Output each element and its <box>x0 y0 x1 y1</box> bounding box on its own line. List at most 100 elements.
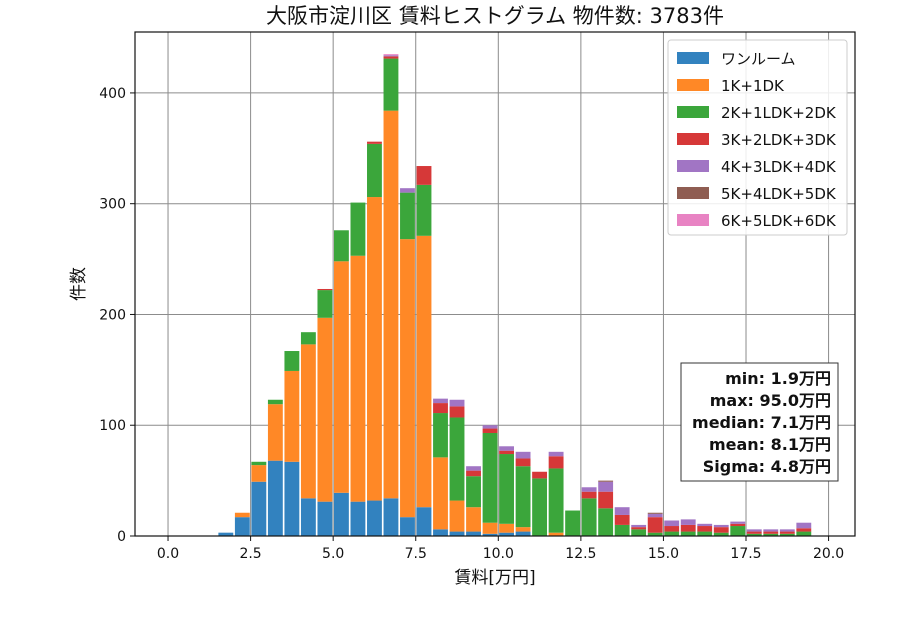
bar-segment <box>746 529 762 532</box>
legend-swatch <box>677 160 709 172</box>
bar-segment <box>449 500 465 532</box>
x-tick-label: 0.0 <box>157 546 179 562</box>
stats-line: mean: 8.1万円 <box>709 435 831 454</box>
bar-segment <box>400 517 415 536</box>
bar-segment <box>466 476 481 508</box>
bar-segment <box>482 522 498 534</box>
x-tick-label: 20.0 <box>813 546 844 562</box>
bar-segment <box>466 531 481 536</box>
bar-segment <box>796 528 812 532</box>
bar-segment <box>746 533 762 536</box>
legend-swatch <box>677 52 709 64</box>
x-tick-label: 12.5 <box>565 546 596 562</box>
stats-line: max: 95.0万円 <box>710 391 831 410</box>
bar-segment <box>631 529 647 536</box>
bar-segment <box>482 533 498 536</box>
stats-box: min: 1.9万円 max: 95.0万円 median: 7.1万円 mean: … <box>680 362 839 482</box>
legend-label: 3K+2LDK+3DK <box>721 131 837 149</box>
bar-segment <box>350 255 366 502</box>
legend-label: 6K+5LDK+6DK <box>721 212 837 230</box>
bar-segment <box>631 524 647 528</box>
bar-segment <box>433 398 448 404</box>
bar-segment <box>251 461 267 466</box>
x-tick-label: 5.0 <box>322 546 344 562</box>
bar-segment <box>300 498 316 536</box>
bar-segment <box>697 526 713 532</box>
bar-segment <box>251 465 267 482</box>
bar-segment <box>581 487 597 492</box>
bar-segment <box>482 428 498 433</box>
x-axis-label: 賃料[万円] <box>454 568 535 588</box>
bar-segment <box>300 332 316 345</box>
legend-label: 4K+3LDK+4DK <box>721 158 837 176</box>
x-tick-label: 10.0 <box>483 546 514 562</box>
bar-segment <box>400 192 415 240</box>
bar-segment <box>730 526 746 536</box>
bar-segment <box>779 529 795 532</box>
bar-segment <box>581 498 597 536</box>
bar-segment <box>713 527 729 533</box>
bar-segment <box>664 531 680 536</box>
bar-segment <box>449 531 465 536</box>
bar-segment <box>680 531 696 536</box>
bar-segment <box>234 512 250 518</box>
bar-segment <box>433 529 448 536</box>
bar-segment <box>499 523 514 533</box>
bars-group <box>218 54 812 536</box>
bar-segment <box>647 532 663 536</box>
bar-segment <box>598 481 614 492</box>
bar-segment <box>779 531 795 534</box>
legend: ワンルーム 1K+1DK 2K+1LDK+2DK 3K+2LDK+3DK 4K+3LDK… <box>667 39 848 236</box>
stats-line: median: 7.1万円 <box>692 413 831 432</box>
bar-segment <box>647 517 663 533</box>
bar-segment <box>284 351 300 371</box>
bar-segment <box>383 54 399 56</box>
bar-segment <box>383 55 399 57</box>
bar-segment <box>416 166 432 185</box>
bar-segment <box>746 531 762 534</box>
bar-segment <box>251 481 267 536</box>
y-tick-label: 400 <box>99 86 126 102</box>
bar-segment <box>713 532 729 536</box>
legend-swatch <box>677 187 709 199</box>
bar-segment <box>234 517 250 536</box>
bar-segment <box>779 533 795 536</box>
bar-segment <box>548 451 564 457</box>
x-tick-label: 17.5 <box>730 546 761 562</box>
legend-label: 5K+4LDK+5DK <box>721 185 837 203</box>
bar-segment <box>614 507 630 515</box>
bar-segment <box>400 239 415 518</box>
bar-segment <box>317 501 333 536</box>
bar-segment <box>333 261 349 493</box>
bar-segment <box>614 524 630 536</box>
bar-segment <box>433 413 448 458</box>
bar-segment <box>416 507 432 536</box>
x-tick-label: 7.5 <box>405 546 427 562</box>
bar-segment <box>647 512 663 514</box>
bar-segment <box>400 188 415 193</box>
bar-segment <box>482 432 498 523</box>
bar-segment <box>532 471 548 479</box>
bar-segment <box>763 531 779 534</box>
bar-segment <box>317 288 333 291</box>
bar-segment <box>680 524 696 532</box>
bar-segment <box>367 197 382 501</box>
legend-label: 1K+1DK <box>721 77 785 95</box>
bar-segment <box>697 523 713 527</box>
y-tick-label: 200 <box>99 307 126 323</box>
bar-segment <box>449 406 465 418</box>
bar-segment <box>466 470 481 477</box>
bar-segment <box>532 478 548 536</box>
bar-segment <box>317 290 333 318</box>
bar-segment <box>267 399 283 405</box>
bar-segment <box>565 510 581 536</box>
bar-segment <box>515 527 531 532</box>
legend-swatch <box>677 79 709 91</box>
x-tick-label: 15.0 <box>648 546 679 562</box>
legend-label: 2K+1LDK+2DK <box>721 104 837 122</box>
bar-segment <box>449 399 465 407</box>
legend-swatch <box>677 106 709 118</box>
legend-label: ワンルーム <box>721 50 796 68</box>
bar-segment <box>416 235 432 508</box>
bar-segment <box>763 529 779 532</box>
